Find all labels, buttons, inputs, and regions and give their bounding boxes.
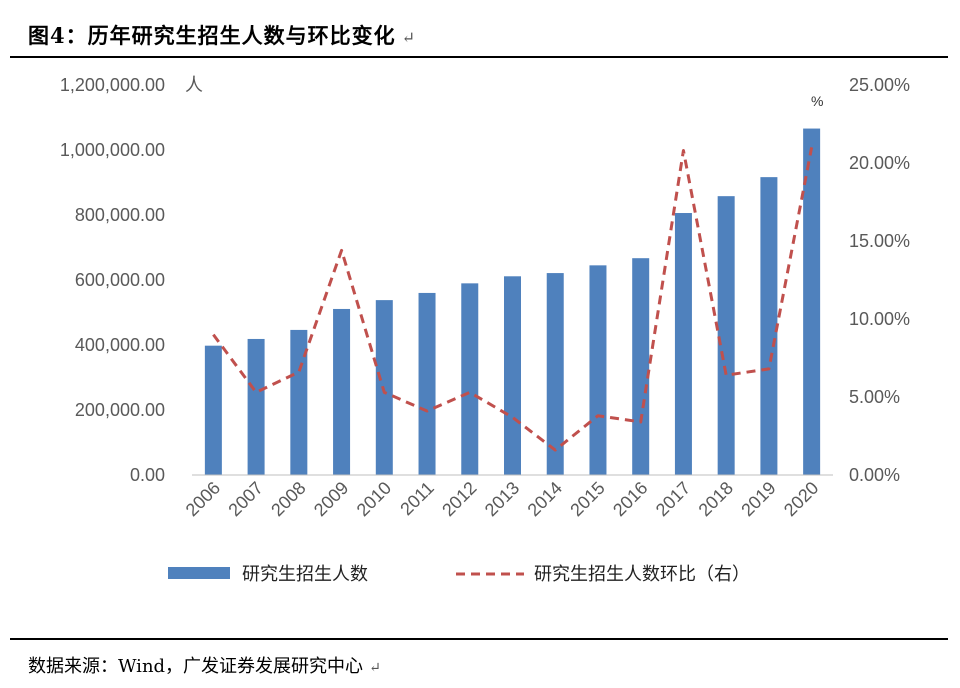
x-tick-label: 2014 xyxy=(524,478,566,520)
x-tick-label: 2015 xyxy=(566,478,608,520)
source-text: 数据来源：Wind，广发证券发展研究中心 xyxy=(28,656,364,677)
bar xyxy=(632,258,650,475)
bar xyxy=(461,283,479,475)
paragraph-mark-icon: ↵ xyxy=(401,28,417,47)
x-tick-label: 2013 xyxy=(481,478,523,520)
chart: 0.00 200,000.00 400,000.00 600,000.00 800,00… xyxy=(60,75,910,585)
x-tick-label: 2010 xyxy=(353,478,395,520)
x-tick-label: 2011 xyxy=(396,478,438,520)
figure-title-text: 图4：历年研究生招生人数与环比变化 xyxy=(28,23,396,48)
left-axis-unit: 人 xyxy=(185,75,203,95)
top-rule xyxy=(10,56,948,58)
bar xyxy=(803,128,821,476)
x-tick-label: 2006 xyxy=(182,478,224,520)
right-tick-label: 15.00% xyxy=(849,231,910,251)
bar xyxy=(290,329,308,475)
x-axis: 2006 2007 2008 2009 2010 2011 2012 2013 2014 2015… xyxy=(182,478,823,520)
right-tick-label: 25.00% xyxy=(849,75,910,95)
x-tick-label: 2017 xyxy=(652,478,694,520)
right-tick-label: 10.00% xyxy=(849,309,910,329)
x-tick-label: 2018 xyxy=(695,478,737,520)
legend-bar-label: 研究生招生人数 xyxy=(242,564,368,585)
bar xyxy=(717,196,735,476)
x-tick-label: 2007 xyxy=(224,478,266,520)
left-tick-label: 800,000.00 xyxy=(75,205,165,225)
legend: 研究生招生人数 研究生招生人数环比（右） xyxy=(168,564,750,585)
x-tick-label: 2019 xyxy=(737,478,779,520)
bar xyxy=(760,177,778,475)
bar xyxy=(204,345,222,475)
bar xyxy=(418,292,436,475)
left-tick-label: 1,000,000.00 xyxy=(60,140,165,160)
left-tick-label: 400,000.00 xyxy=(75,335,165,355)
bar xyxy=(546,273,564,475)
legend-line-label: 研究生招生人数环比（右） xyxy=(534,564,750,585)
right-tick-label: 5.00% xyxy=(849,387,900,407)
right-axis-unit: % xyxy=(811,93,823,109)
right-tick-label: 0.00% xyxy=(849,465,900,485)
x-tick-label: 2009 xyxy=(310,478,352,520)
line-series xyxy=(212,147,814,452)
source-note: 数据来源：Wind，广发证券发展研究中心 ↵ xyxy=(28,652,381,678)
right-axis: 0.00% 5.00% 10.00% 15.00% 20.00% 25.00% xyxy=(849,75,910,485)
ratio-line xyxy=(212,147,814,452)
title-bar: 图4：历年研究生招生人数与环比变化 ↵ xyxy=(10,12,948,56)
x-tick-label: 2008 xyxy=(267,478,309,520)
right-tick-label: 20.00% xyxy=(849,153,910,173)
left-tick-label: 1,200,000.00 xyxy=(60,75,165,95)
x-tick-label: 2020 xyxy=(780,478,822,520)
left-tick-label: 600,000.00 xyxy=(75,270,165,290)
bar xyxy=(674,213,692,475)
left-tick-label: 0.00 xyxy=(130,465,165,485)
legend-bar-swatch xyxy=(168,567,230,579)
bar xyxy=(504,276,521,475)
bottom-rule xyxy=(10,638,948,640)
figure-title: 图4：历年研究生招生人数与环比变化 ↵ xyxy=(28,20,416,50)
left-tick-label: 200,000.00 xyxy=(75,400,165,420)
left-axis: 0.00 200,000.00 400,000.00 600,000.00 800,00… xyxy=(60,75,165,485)
bar xyxy=(589,265,607,475)
bar-series xyxy=(204,128,821,476)
paragraph-mark-icon: ↵ xyxy=(369,660,381,676)
bar xyxy=(247,338,265,475)
x-tick-label: 2016 xyxy=(609,478,651,520)
bar xyxy=(333,308,351,475)
x-tick-label: 2012 xyxy=(438,478,480,520)
